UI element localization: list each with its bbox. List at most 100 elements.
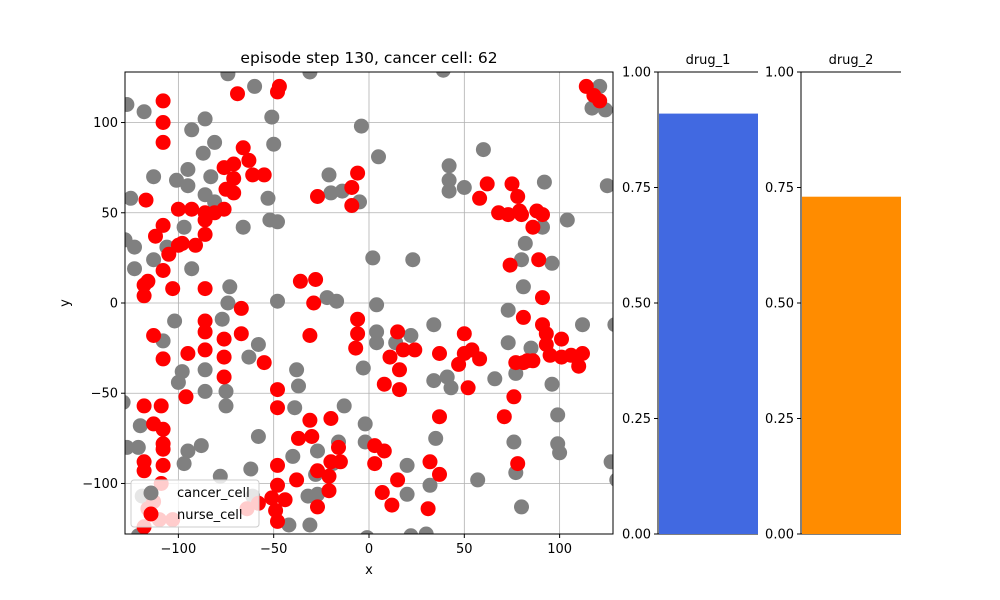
nurse_cell-point [136, 277, 152, 293]
x-tick-label: 0 [365, 542, 373, 557]
cancer_cell-point [270, 293, 285, 309]
nurse_cell-point [289, 472, 305, 488]
nurse_cell-point [390, 324, 406, 340]
bar-y-tick-label: 0.25 [622, 412, 651, 427]
cancer_cell-point [436, 72, 451, 78]
cancer_cell-series [125, 72, 613, 534]
cancer_cell-point [291, 378, 306, 394]
nurse_cell-point [502, 257, 518, 273]
drug-1-ticks: 0.00 0.25 0.50 0.75 1.00 [622, 66, 658, 543]
cancer_cell-point [270, 214, 285, 230]
bar-y-tick-label: 1.00 [622, 66, 651, 81]
nurse_cell-point [374, 485, 390, 500]
y-axis-label: y [58, 299, 73, 307]
nurse_cell-point [514, 207, 529, 223]
nurse_cell-point [270, 84, 285, 100]
bar-y-tick-label: 1.00 [765, 66, 794, 81]
cancer_cell-point [329, 293, 345, 309]
cancer_cell-point [544, 255, 560, 271]
cancer_cell-point [559, 212, 575, 228]
nurse_cell-point [321, 468, 337, 484]
cancer_cell-point [302, 517, 318, 533]
nurse_cell-point [197, 281, 213, 297]
nurse_cell-point [554, 331, 569, 347]
bar-y-tick-label: 0.25 [765, 412, 794, 427]
cancer_cell-point [609, 473, 613, 487]
nurse_cell-point [264, 490, 280, 506]
cancer_cell-point [125, 190, 139, 206]
nurse_cell-point [432, 409, 447, 425]
cancer_cell-point [536, 174, 552, 190]
cancer_cell-point [321, 167, 337, 183]
nurse_cell-point [510, 456, 526, 472]
drug-1-panel: drug_1 0.00 0.25 0.50 0.75 1.00 [622, 53, 758, 543]
bar-y-tick-label: 0.75 [765, 181, 794, 196]
nurse_cell-point [304, 429, 320, 444]
nurse_cell-point [270, 513, 285, 529]
bar-y-tick-label: 0.00 [622, 528, 651, 543]
bar-y-tick-label: 0.50 [765, 297, 794, 312]
nurse_cell-point [332, 454, 348, 470]
nurse_cell-point [270, 382, 285, 398]
nurse_cell-point [571, 358, 587, 374]
cancer_cell-point [146, 252, 162, 268]
cancer_cell-point [607, 317, 613, 332]
nurse_cell-point [350, 165, 366, 181]
cancer_cell-point [428, 430, 444, 446]
nurse_cell-point [197, 342, 213, 358]
cancer_cell-point [197, 362, 213, 378]
nurse_cell-point [148, 228, 163, 244]
nurse_cell-point [538, 326, 554, 342]
nurse_cell-point [216, 201, 232, 217]
nurse_cell-point [226, 156, 242, 172]
cancer_cell-point [193, 438, 209, 454]
scatter-ticks: −100 −50 0 50 100 −100 −50 0 50 100 [82, 116, 572, 557]
nurse_cell-point [407, 342, 423, 358]
cancer_cell-point [125, 395, 131, 410]
cancer_cell-point [289, 362, 305, 378]
cancer_cell-point [169, 172, 184, 188]
cancer_cell-point [575, 317, 590, 333]
cancer_cell-point [426, 317, 442, 333]
cancer_cell-point [599, 178, 613, 194]
cancer_cell-point [443, 380, 459, 396]
nurse_cell-point [180, 346, 196, 361]
cancer_cell-point [399, 486, 415, 502]
cancer_cell-point [247, 78, 263, 94]
nurse_cell-point [230, 86, 245, 102]
x-tick-label: 100 [547, 542, 572, 557]
cancer_cell-point [285, 448, 301, 464]
nurse_cell-point [506, 389, 522, 405]
bar-y-tick-label: 0.75 [622, 181, 651, 196]
cancer_cell-point [506, 434, 522, 450]
cancer_cell-point [399, 457, 415, 473]
bar-y-tick-label: 0.50 [622, 297, 651, 312]
cancer_cell-point [220, 72, 236, 82]
nurse_cell-point [472, 351, 488, 367]
nurse_cell-point [184, 201, 200, 217]
nurse_cell-point [197, 226, 213, 242]
nurse_cell-point [216, 369, 232, 385]
cancer_cell-point [487, 371, 503, 387]
nurse_cell-point [382, 349, 398, 365]
cancer_cell-point [250, 337, 266, 352]
cancer_cell-point [456, 180, 472, 195]
cancer_cell-point [241, 349, 257, 365]
nurse_cell-point [350, 311, 366, 327]
cancer_cell-point [441, 158, 457, 174]
nurse_cell-point [575, 346, 590, 361]
nurse_cell-point [310, 499, 325, 515]
nurse_cell-point [321, 483, 337, 499]
nurse_cell-point [390, 472, 406, 488]
cancer_cell-point [353, 118, 369, 134]
cancer_cell-point [357, 416, 373, 432]
cancer_cell-point [603, 454, 613, 470]
nurse_cell-point [136, 288, 152, 304]
drug-2-ticks: 0.00 0.25 0.50 0.75 1.00 [765, 66, 801, 543]
nurse_cell-point [161, 246, 177, 262]
cancer_cell-point [281, 517, 297, 533]
cancer_cell-point [264, 109, 280, 125]
nurse_cell-point [432, 466, 447, 482]
nurse_cell-point [344, 180, 360, 195]
nurse_cell-point [146, 328, 162, 343]
